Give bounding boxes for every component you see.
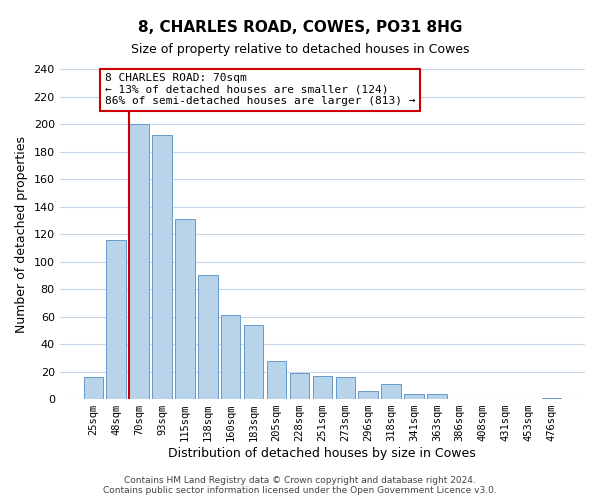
Bar xyxy=(198,276,218,399)
Bar xyxy=(152,135,172,399)
Bar xyxy=(427,394,446,399)
Text: Contains public sector information licensed under the Open Government Licence v3: Contains public sector information licen… xyxy=(103,486,497,495)
Bar xyxy=(175,219,194,399)
Text: Size of property relative to detached houses in Cowes: Size of property relative to detached ho… xyxy=(131,42,469,56)
Text: 8 CHARLES ROAD: 70sqm
← 13% of detached houses are smaller (124)
86% of semi-det: 8 CHARLES ROAD: 70sqm ← 13% of detached … xyxy=(105,73,415,106)
Bar xyxy=(244,325,263,399)
Bar xyxy=(267,360,286,399)
Bar xyxy=(290,373,309,399)
Bar xyxy=(313,376,332,399)
Bar xyxy=(404,394,424,399)
Y-axis label: Number of detached properties: Number of detached properties xyxy=(15,136,28,332)
Bar xyxy=(358,391,378,399)
Bar xyxy=(221,315,241,399)
Bar xyxy=(130,124,149,399)
Bar xyxy=(106,240,126,399)
Bar xyxy=(542,398,561,399)
Bar xyxy=(335,377,355,399)
Text: Contains HM Land Registry data © Crown copyright and database right 2024.: Contains HM Land Registry data © Crown c… xyxy=(124,476,476,485)
Text: 8, CHARLES ROAD, COWES, PO31 8HG: 8, CHARLES ROAD, COWES, PO31 8HG xyxy=(138,20,462,35)
Bar xyxy=(83,377,103,399)
Bar xyxy=(382,384,401,399)
X-axis label: Distribution of detached houses by size in Cowes: Distribution of detached houses by size … xyxy=(169,447,476,460)
